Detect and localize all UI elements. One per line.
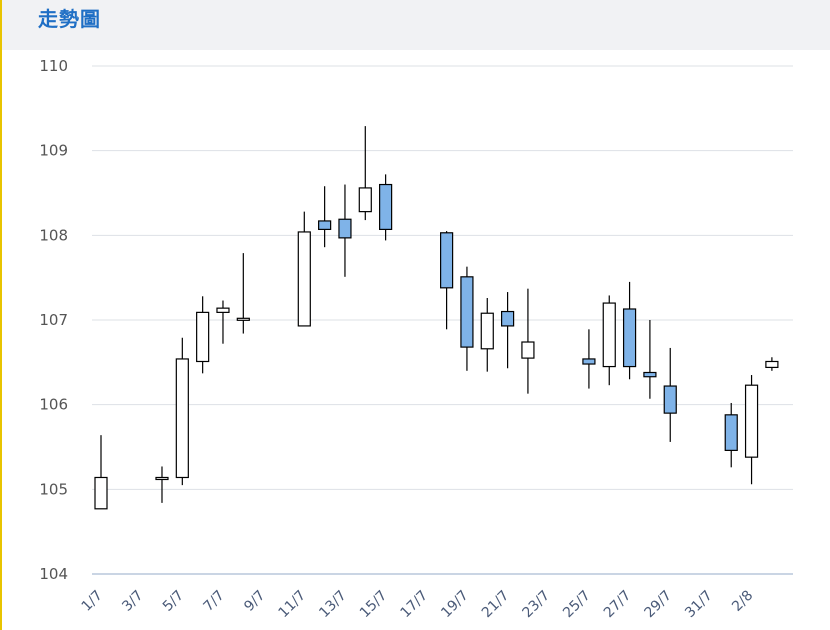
candle-body — [480, 312, 494, 350]
x-tick-label: 11/7 — [276, 588, 310, 622]
x-tick-label: 17/7 — [398, 588, 432, 622]
candle-body — [216, 307, 230, 313]
y-tick-label: 105 — [39, 480, 68, 498]
x-axis-ticks: 1/7 3/7 5/7 7/7 9/7 11/7 13/7 15/7 17/7 19/7 21/7 2… — [79, 588, 757, 622]
candle — [338, 184, 352, 277]
candle — [765, 357, 779, 371]
candle-body — [236, 317, 250, 321]
candle — [358, 126, 372, 221]
candle-body — [582, 358, 596, 365]
y-tick-label: 106 — [39, 396, 68, 414]
candle-body — [379, 183, 393, 231]
candle-body — [155, 476, 169, 481]
candle — [663, 347, 677, 442]
candle — [216, 300, 230, 344]
candle-body — [663, 385, 677, 414]
candle-body — [175, 358, 189, 479]
candle — [440, 231, 454, 330]
candle — [379, 174, 393, 241]
candle-body — [440, 232, 454, 289]
candles — [94, 126, 779, 510]
candle-body — [338, 218, 352, 239]
candle-body — [765, 360, 779, 369]
candle — [480, 297, 494, 372]
candle-body — [297, 231, 311, 327]
candle — [175, 337, 189, 486]
y-tick-label: 108 — [39, 226, 68, 244]
y-tick-label: 104 — [39, 565, 68, 583]
candle — [94, 435, 108, 510]
candle — [602, 295, 616, 386]
accent-border — [0, 0, 2, 630]
candle — [744, 375, 759, 485]
candle — [521, 288, 535, 394]
x-tick-label: 23/7 — [520, 588, 554, 622]
chart-title: 走勢圖 — [38, 7, 101, 31]
candle — [318, 186, 332, 248]
candle — [236, 253, 250, 334]
candle — [582, 329, 596, 389]
y-axis-ticks: 104 105 106 107 108 109 110 — [39, 57, 68, 583]
candle — [501, 292, 515, 369]
candle-body — [501, 310, 515, 327]
x-tick-label: 19/7 — [438, 588, 472, 622]
candlestick-chart: 104 105 106 107 108 109 110 1/7 3/7 5/7 7/7 9/7 11/… — [39, 57, 793, 622]
x-tick-label: 3/7 — [119, 588, 146, 615]
candle — [460, 266, 474, 371]
x-tick-label: 5/7 — [160, 588, 187, 615]
y-tick-label: 107 — [39, 311, 68, 329]
x-tick-label: 7/7 — [201, 588, 228, 615]
x-tick-label: 29/7 — [642, 588, 676, 622]
candle-body — [460, 276, 474, 348]
candle — [724, 402, 738, 468]
candle-body — [196, 311, 210, 363]
y-tick-label: 109 — [39, 142, 68, 160]
y-tick-label: 110 — [39, 57, 68, 75]
x-tick-label: 2/8 — [729, 588, 756, 615]
candle-body — [602, 302, 616, 368]
candle-body — [318, 220, 332, 231]
x-tick-label: 27/7 — [601, 588, 635, 622]
candle-body — [643, 371, 657, 378]
x-tick-label: 13/7 — [316, 588, 350, 622]
x-tick-label: 1/7 — [79, 588, 106, 615]
candle — [622, 281, 637, 380]
x-tick-label: 31/7 — [682, 588, 716, 622]
x-tick-label: 15/7 — [357, 588, 391, 622]
candle-body — [358, 187, 372, 213]
candle — [643, 320, 657, 399]
x-tick-label: 9/7 — [241, 588, 268, 615]
candle — [196, 296, 210, 374]
candle-body — [744, 384, 759, 458]
x-tick-label: 25/7 — [560, 588, 594, 622]
candle-body — [622, 308, 637, 368]
candle — [297, 211, 311, 327]
candle-body — [521, 341, 535, 359]
candle — [155, 466, 169, 503]
x-tick-label: 21/7 — [479, 588, 513, 622]
chart-header: 走勢圖 — [2, 0, 830, 50]
candle-body — [724, 414, 738, 451]
candle-body — [94, 476, 108, 510]
